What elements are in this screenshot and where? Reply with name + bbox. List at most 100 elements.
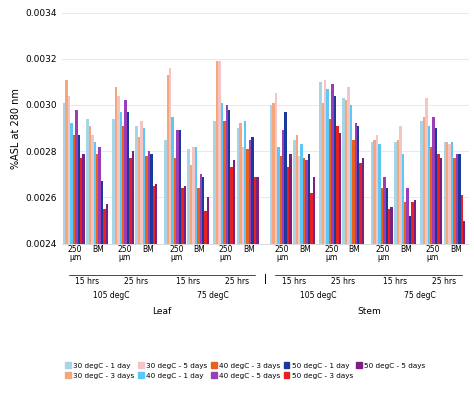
Bar <box>305 160 308 420</box>
Bar <box>347 87 350 420</box>
Bar <box>397 139 399 420</box>
Text: Leaf: Leaf <box>152 307 172 317</box>
Bar <box>230 167 233 420</box>
Bar <box>140 121 143 420</box>
Bar <box>251 137 254 420</box>
Text: 75 degC: 75 degC <box>403 291 435 300</box>
Bar <box>213 121 216 420</box>
Bar <box>280 156 282 420</box>
Bar <box>376 135 378 420</box>
Bar <box>164 139 166 420</box>
Bar <box>378 144 381 420</box>
Bar <box>179 130 181 420</box>
Bar <box>143 128 145 420</box>
Bar <box>287 167 289 420</box>
Bar <box>282 130 284 420</box>
Bar <box>272 102 275 420</box>
Bar <box>388 209 391 420</box>
Text: 15 hrs: 15 hrs <box>383 277 407 286</box>
Bar <box>129 158 132 420</box>
Bar <box>181 188 183 420</box>
Bar <box>430 147 432 420</box>
Text: 105 degC: 105 degC <box>300 291 337 300</box>
Bar <box>310 193 313 420</box>
Bar <box>195 147 197 420</box>
Bar <box>63 102 65 420</box>
Bar <box>242 147 244 420</box>
Bar <box>391 207 393 420</box>
Bar <box>86 119 89 420</box>
Bar <box>169 68 172 420</box>
Bar <box>244 121 246 420</box>
Y-axis label: %ASL at 280 nm: %ASL at 280 nm <box>11 88 21 168</box>
Bar <box>239 123 242 420</box>
Bar <box>448 144 451 420</box>
Bar <box>423 117 425 420</box>
Bar <box>174 158 176 420</box>
Bar <box>399 126 401 420</box>
Bar <box>386 188 388 420</box>
Bar <box>381 188 383 420</box>
Bar <box>197 188 200 420</box>
Bar <box>138 137 140 420</box>
Bar <box>176 130 179 420</box>
Bar <box>91 135 93 420</box>
Bar <box>345 100 347 420</box>
Bar <box>122 126 125 420</box>
Bar <box>233 160 236 420</box>
Bar <box>115 87 117 420</box>
Bar <box>82 153 85 420</box>
Text: 15 hrs: 15 hrs <box>282 277 306 286</box>
Bar <box>444 142 446 420</box>
Bar <box>374 139 376 420</box>
Text: 15 hrs: 15 hrs <box>75 277 99 286</box>
Bar <box>103 209 106 420</box>
Bar <box>303 158 305 420</box>
Bar <box>435 128 438 420</box>
Bar <box>78 135 80 420</box>
Bar <box>289 153 292 420</box>
Bar <box>155 184 157 420</box>
Bar <box>438 153 440 420</box>
Bar <box>461 195 463 420</box>
Bar <box>277 147 280 420</box>
Bar <box>404 202 406 420</box>
Text: 105 degC: 105 degC <box>93 291 130 300</box>
Bar <box>409 216 411 420</box>
Bar <box>463 220 465 420</box>
Bar <box>293 139 295 420</box>
Legend: 30 degC - 1 day, 30 degC - 3 days, 30 degC - 5 days, 40 degC - 1 day, 40 degC - : 30 degC - 1 day, 30 degC - 3 days, 30 de… <box>65 362 426 378</box>
Text: 25 hrs: 25 hrs <box>331 277 355 286</box>
Bar <box>223 121 226 420</box>
Bar <box>371 142 374 420</box>
Bar <box>331 84 334 420</box>
Bar <box>275 93 277 420</box>
Bar <box>148 151 150 420</box>
Text: Stem: Stem <box>357 307 381 317</box>
Bar <box>432 117 435 420</box>
Bar <box>270 105 272 420</box>
Bar <box>237 128 239 420</box>
Bar <box>204 211 207 420</box>
Bar <box>254 176 256 420</box>
Text: 25 hrs: 25 hrs <box>432 277 456 286</box>
Bar <box>216 61 218 420</box>
Bar <box>200 174 202 420</box>
Bar <box>89 126 91 420</box>
Bar <box>338 133 341 420</box>
Bar <box>284 112 287 420</box>
Bar <box>440 158 442 420</box>
Bar <box>207 197 210 420</box>
Bar <box>414 200 416 420</box>
Bar <box>256 176 259 420</box>
Bar <box>112 119 115 420</box>
Bar <box>458 153 461 420</box>
Bar <box>96 153 99 420</box>
Bar <box>321 102 324 420</box>
Bar <box>73 135 75 420</box>
Bar <box>456 153 458 420</box>
Bar <box>352 139 355 420</box>
Bar <box>394 142 397 420</box>
Bar <box>150 153 153 420</box>
Bar <box>70 123 73 420</box>
